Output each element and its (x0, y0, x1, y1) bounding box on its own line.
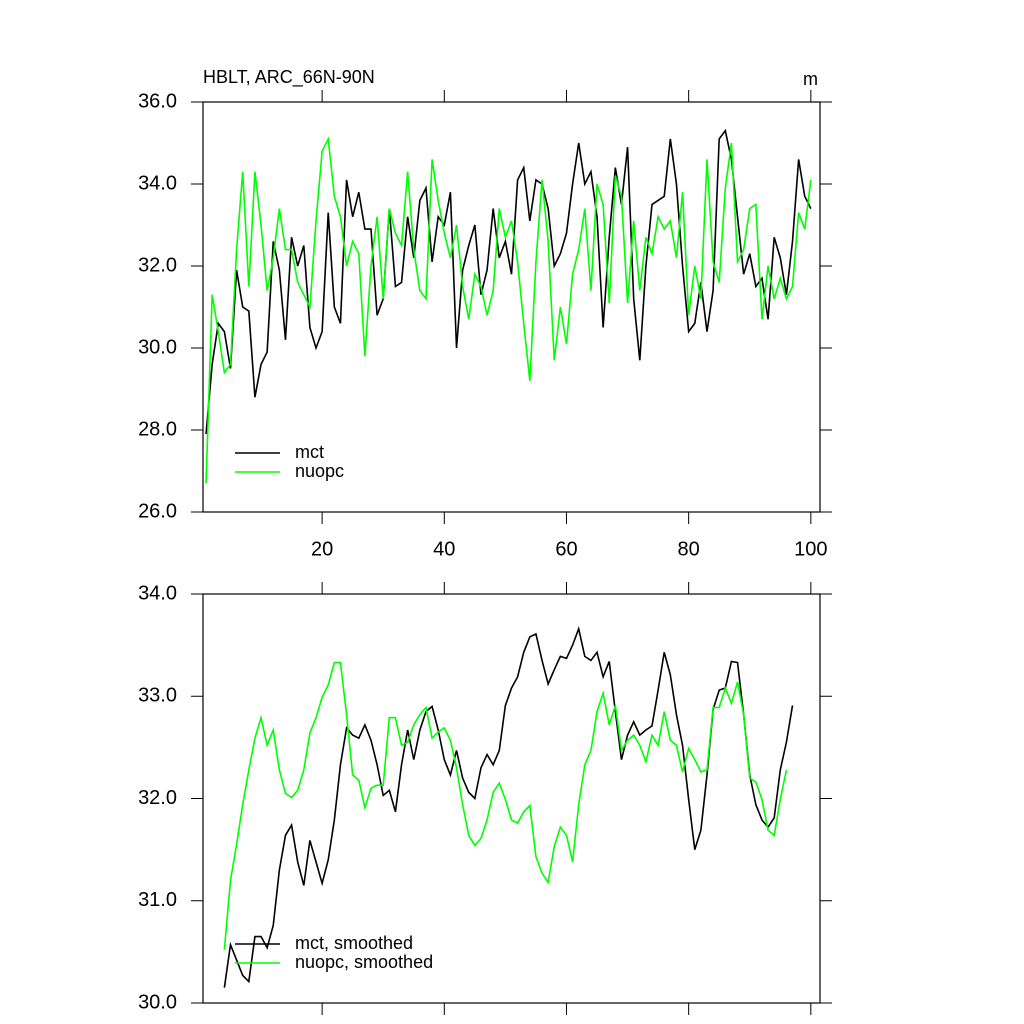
x-tick-label: 80 (678, 538, 700, 560)
legend-label: mct (295, 442, 324, 462)
legend-label: nuopc (295, 461, 344, 481)
y-tick-label: 31.0 (138, 889, 177, 911)
y-tick-label: 32.0 (138, 254, 177, 276)
units-label: m (803, 69, 818, 89)
y-tick-label: 30.0 (138, 991, 177, 1013)
y-tick-label: 33.0 (138, 685, 177, 707)
series-line (223, 625, 794, 988)
x-tick-label: 20 (311, 538, 333, 560)
series-line (205, 136, 812, 484)
x-tick-label: 100 (794, 538, 827, 560)
series-line (223, 661, 788, 950)
legend-label: nuopc, smoothed (295, 952, 433, 972)
series-line (205, 128, 812, 435)
y-tick-label: 32.0 (138, 787, 177, 809)
x-tick-label: 60 (555, 538, 577, 560)
plot-frame (202, 101, 821, 513)
x-tick-label: 40 (433, 538, 455, 560)
y-tick-label: 34.0 (138, 582, 177, 604)
y-tick-label: 26.0 (138, 500, 177, 522)
legend-label: mct, smoothed (295, 933, 413, 953)
chart-title: HBLT, ARC_66N-90N (203, 67, 375, 88)
y-tick-label: 34.0 (138, 172, 177, 194)
y-tick-label: 30.0 (138, 336, 177, 358)
y-tick-label: 36.0 (138, 90, 177, 112)
y-tick-label: 28.0 (138, 418, 177, 440)
